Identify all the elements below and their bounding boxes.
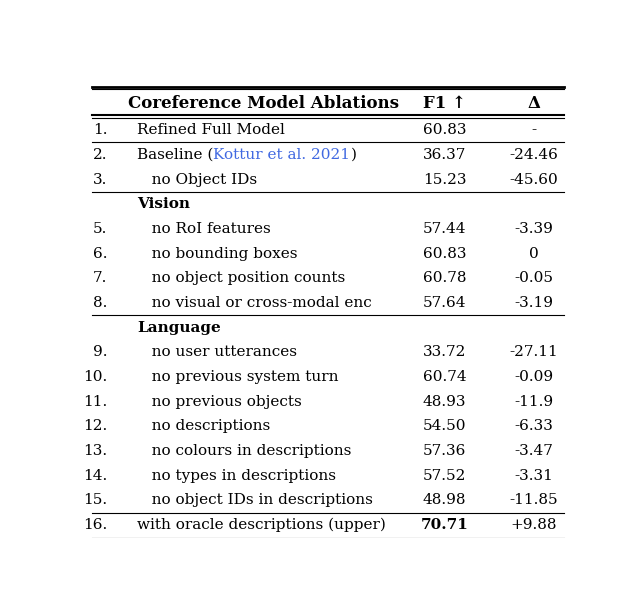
Text: 9.: 9.: [93, 345, 108, 359]
Text: 2.: 2.: [93, 148, 108, 162]
Text: F1 ↑: F1 ↑: [423, 95, 466, 112]
Text: 48.98: 48.98: [423, 494, 467, 508]
Text: 15.: 15.: [83, 494, 108, 508]
Text: 3.: 3.: [93, 172, 108, 186]
Text: 57.36: 57.36: [423, 444, 467, 458]
Text: 57.64: 57.64: [423, 296, 467, 310]
Text: -0.05: -0.05: [515, 271, 554, 286]
Text: -24.46: -24.46: [509, 148, 558, 162]
Text: 60.83: 60.83: [423, 123, 467, 137]
Text: 57.44: 57.44: [423, 222, 467, 236]
Text: Coreference Model Ablations: Coreference Model Ablations: [128, 95, 399, 112]
Text: -45.60: -45.60: [509, 172, 558, 186]
Text: -27.11: -27.11: [509, 345, 558, 359]
Text: -3.47: -3.47: [515, 444, 553, 458]
Text: Language: Language: [137, 321, 221, 335]
Text: no previous objects: no previous objects: [137, 394, 302, 409]
Text: 16.: 16.: [83, 518, 108, 532]
Text: 60.83: 60.83: [423, 247, 467, 261]
Text: no previous system turn: no previous system turn: [137, 370, 339, 384]
Text: Baseline (: Baseline (: [137, 148, 213, 162]
Text: 13.: 13.: [83, 444, 108, 458]
Text: no colours in descriptions: no colours in descriptions: [137, 444, 351, 458]
Text: 1.: 1.: [93, 123, 108, 137]
Text: 54.50: 54.50: [423, 419, 467, 433]
Text: no object position counts: no object position counts: [137, 271, 346, 286]
Text: no bounding boxes: no bounding boxes: [137, 247, 298, 261]
Text: 12.: 12.: [83, 419, 108, 433]
Text: ): ): [351, 148, 356, 162]
Text: -: -: [531, 123, 536, 137]
Text: 7.: 7.: [93, 271, 108, 286]
Text: 8.: 8.: [93, 296, 108, 310]
Text: 57.52: 57.52: [423, 469, 467, 483]
Text: Δ: Δ: [527, 95, 540, 112]
Text: 0: 0: [529, 247, 539, 261]
Text: 15.23: 15.23: [423, 172, 467, 186]
Text: -11.85: -11.85: [509, 494, 558, 508]
Text: no user utterances: no user utterances: [137, 345, 297, 359]
Text: 48.93: 48.93: [423, 394, 467, 409]
Text: 60.78: 60.78: [423, 271, 467, 286]
Text: 6.: 6.: [93, 247, 108, 261]
Text: Vision: Vision: [137, 197, 190, 211]
Text: no descriptions: no descriptions: [137, 419, 270, 433]
Text: -3.31: -3.31: [515, 469, 553, 483]
Text: Kottur et al. 2021: Kottur et al. 2021: [213, 148, 351, 162]
Text: -3.39: -3.39: [515, 222, 553, 236]
Text: 14.: 14.: [83, 469, 108, 483]
Text: no types in descriptions: no types in descriptions: [137, 469, 336, 483]
Text: 5.: 5.: [93, 222, 108, 236]
Text: no object IDs in descriptions: no object IDs in descriptions: [137, 494, 373, 508]
Text: 10.: 10.: [83, 370, 108, 384]
Text: no RoI features: no RoI features: [137, 222, 271, 236]
Text: with oracle descriptions (upper): with oracle descriptions (upper): [137, 518, 386, 532]
Text: -6.33: -6.33: [515, 419, 553, 433]
Text: 60.74: 60.74: [423, 370, 467, 384]
Text: 33.72: 33.72: [423, 345, 467, 359]
Text: -3.19: -3.19: [515, 296, 554, 310]
Text: -11.9: -11.9: [515, 394, 554, 409]
Text: +9.88: +9.88: [511, 518, 557, 532]
Text: no visual or cross-modal enc: no visual or cross-modal enc: [137, 296, 372, 310]
Text: Refined Full Model: Refined Full Model: [137, 123, 285, 137]
Text: no Object IDs: no Object IDs: [137, 172, 257, 186]
Text: 36.37: 36.37: [423, 148, 467, 162]
Text: -0.09: -0.09: [515, 370, 554, 384]
Text: 70.71: 70.71: [420, 518, 468, 532]
Text: 11.: 11.: [83, 394, 108, 409]
